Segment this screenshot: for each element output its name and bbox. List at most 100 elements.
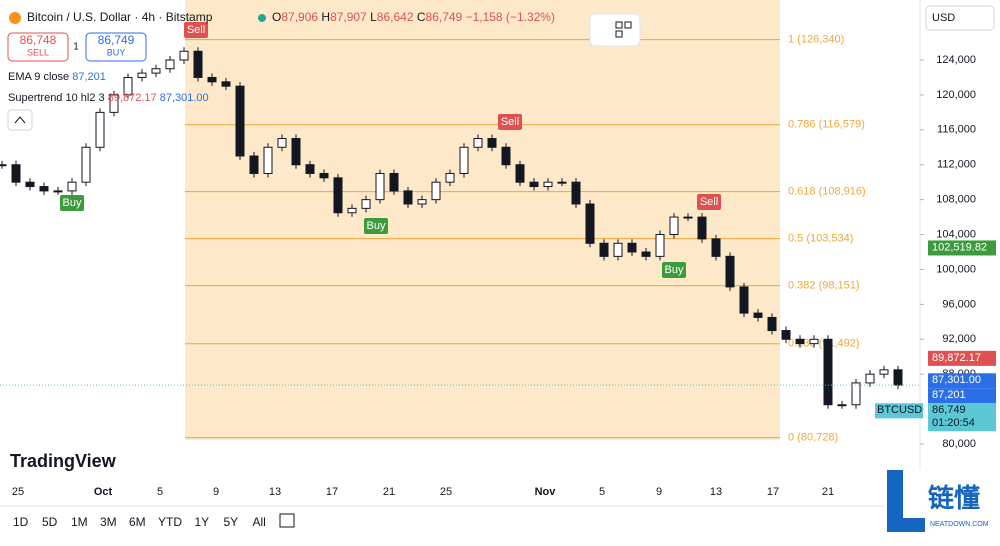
ema-indicator[interactable]: EMA 9 close 87,201 <box>8 71 106 83</box>
candle <box>305 164 315 174</box>
candle <box>375 172 385 201</box>
fib-label: 0 (80,728) <box>788 432 838 444</box>
candle <box>613 242 623 257</box>
x-tick-label: 13 <box>710 486 722 498</box>
y-tick-label: 112,000 <box>937 159 976 171</box>
y-tick-label: 92,000 <box>942 333 976 345</box>
candle <box>95 111 105 148</box>
symbol-tag-label: BTCUSD <box>877 404 922 416</box>
candle <box>67 181 77 192</box>
candle <box>109 94 119 113</box>
x-tick-label: 5 <box>599 486 605 498</box>
candle <box>417 199 427 205</box>
x-tick-label: 17 <box>326 486 338 498</box>
candle <box>207 76 217 83</box>
candle <box>431 181 441 201</box>
signal-badge <box>184 22 208 38</box>
candle <box>893 369 903 386</box>
signal-badge <box>60 195 84 211</box>
signal-badge <box>697 194 721 210</box>
candle <box>753 312 763 318</box>
collapse-button[interactable] <box>7 109 33 131</box>
range-button[interactable]: 5D <box>42 515 58 529</box>
layout-icon <box>615 21 623 29</box>
candle <box>641 251 651 257</box>
range-button[interactable]: YTD <box>158 515 182 529</box>
range-button[interactable]: 5Y <box>224 515 239 529</box>
price-tag-label: 102,519.82 <box>932 241 987 253</box>
candle <box>333 177 343 214</box>
price-tag <box>928 388 996 404</box>
candle <box>809 338 819 345</box>
plot: 1 (126,340) 0.786 (116,579) 0.618 (108,916… <box>0 22 920 444</box>
price-tag-label: 87,201 <box>932 389 966 401</box>
y-tick-label: 80,000 <box>942 438 976 450</box>
candle <box>123 76 133 96</box>
signal-label: Buy <box>367 220 386 232</box>
candle <box>529 181 539 188</box>
signal-badge <box>498 114 522 130</box>
candle <box>767 316 777 332</box>
calendar-icon[interactable] <box>279 513 295 528</box>
x-tick-label: 21 <box>383 486 395 498</box>
market-status <box>258 14 266 22</box>
range-button[interactable]: 1Y <box>195 515 210 529</box>
layout-toolbar[interactable] <box>589 13 641 47</box>
signal-label: Buy <box>63 197 82 209</box>
range-button[interactable]: 6M <box>129 515 146 529</box>
supertrend-indicator[interactable]: Supertrend 10 hl2 3 89,872.17 87,301.00 <box>8 92 209 104</box>
candle <box>319 172 329 179</box>
candle <box>25 181 35 188</box>
sell-button[interactable] <box>7 32 69 62</box>
currency-select[interactable] <box>925 5 995 31</box>
ohlc: O87,906 H87,907 L86,642 C86,749 −1,158 (… <box>272 10 555 24</box>
candle <box>445 172 455 183</box>
candle <box>473 138 483 148</box>
price-tag <box>928 403 996 432</box>
price-tag-label: 87,301.00 <box>932 374 981 386</box>
range-button[interactable]: 3M <box>100 515 117 529</box>
price-tag <box>928 373 996 389</box>
candle <box>711 238 721 257</box>
candle <box>165 59 175 70</box>
symbol-title[interactable]: Bitcoin / U.S. Dollar · 4h · Bitstamp <box>27 10 213 24</box>
x-tick-label: 21 <box>822 486 834 498</box>
range-button[interactable]: 1M <box>71 515 88 529</box>
price-tag <box>928 350 996 366</box>
candle <box>627 242 637 253</box>
candle <box>557 181 567 184</box>
candle <box>697 216 707 240</box>
logo: TradingView <box>10 451 117 471</box>
y-tick-label: 116,000 <box>937 124 976 136</box>
y-tick-label: 104,000 <box>936 228 976 240</box>
buy-label: BUY <box>107 47 126 57</box>
candle <box>655 234 665 257</box>
symbol-tag <box>875 403 923 419</box>
candle <box>361 199 371 209</box>
candle <box>725 255 735 288</box>
candle <box>543 181 553 188</box>
y-tick-label: 96,000 <box>942 298 976 310</box>
candle <box>0 164 7 167</box>
candle <box>137 72 147 78</box>
signal-label: Sell <box>187 24 205 36</box>
range-button[interactable]: 1D <box>13 515 29 529</box>
x-tick-label: 9 <box>656 486 662 498</box>
candle <box>571 181 581 205</box>
candle <box>739 286 749 314</box>
signal-label: Sell <box>501 116 519 128</box>
candle <box>515 164 525 183</box>
x-tick-label: 25 <box>440 486 452 498</box>
range-button[interactable]: All <box>253 515 266 529</box>
candle <box>151 68 161 74</box>
buy-button[interactable] <box>85 32 147 62</box>
y-tick-label: 100,000 <box>936 263 976 275</box>
candle <box>501 146 511 166</box>
candle <box>389 172 399 192</box>
candle <box>53 190 63 193</box>
y-tick-label: 124,000 <box>936 54 976 66</box>
x-tick-label: 17 <box>767 486 779 498</box>
candle <box>11 164 21 183</box>
candle <box>249 155 259 174</box>
